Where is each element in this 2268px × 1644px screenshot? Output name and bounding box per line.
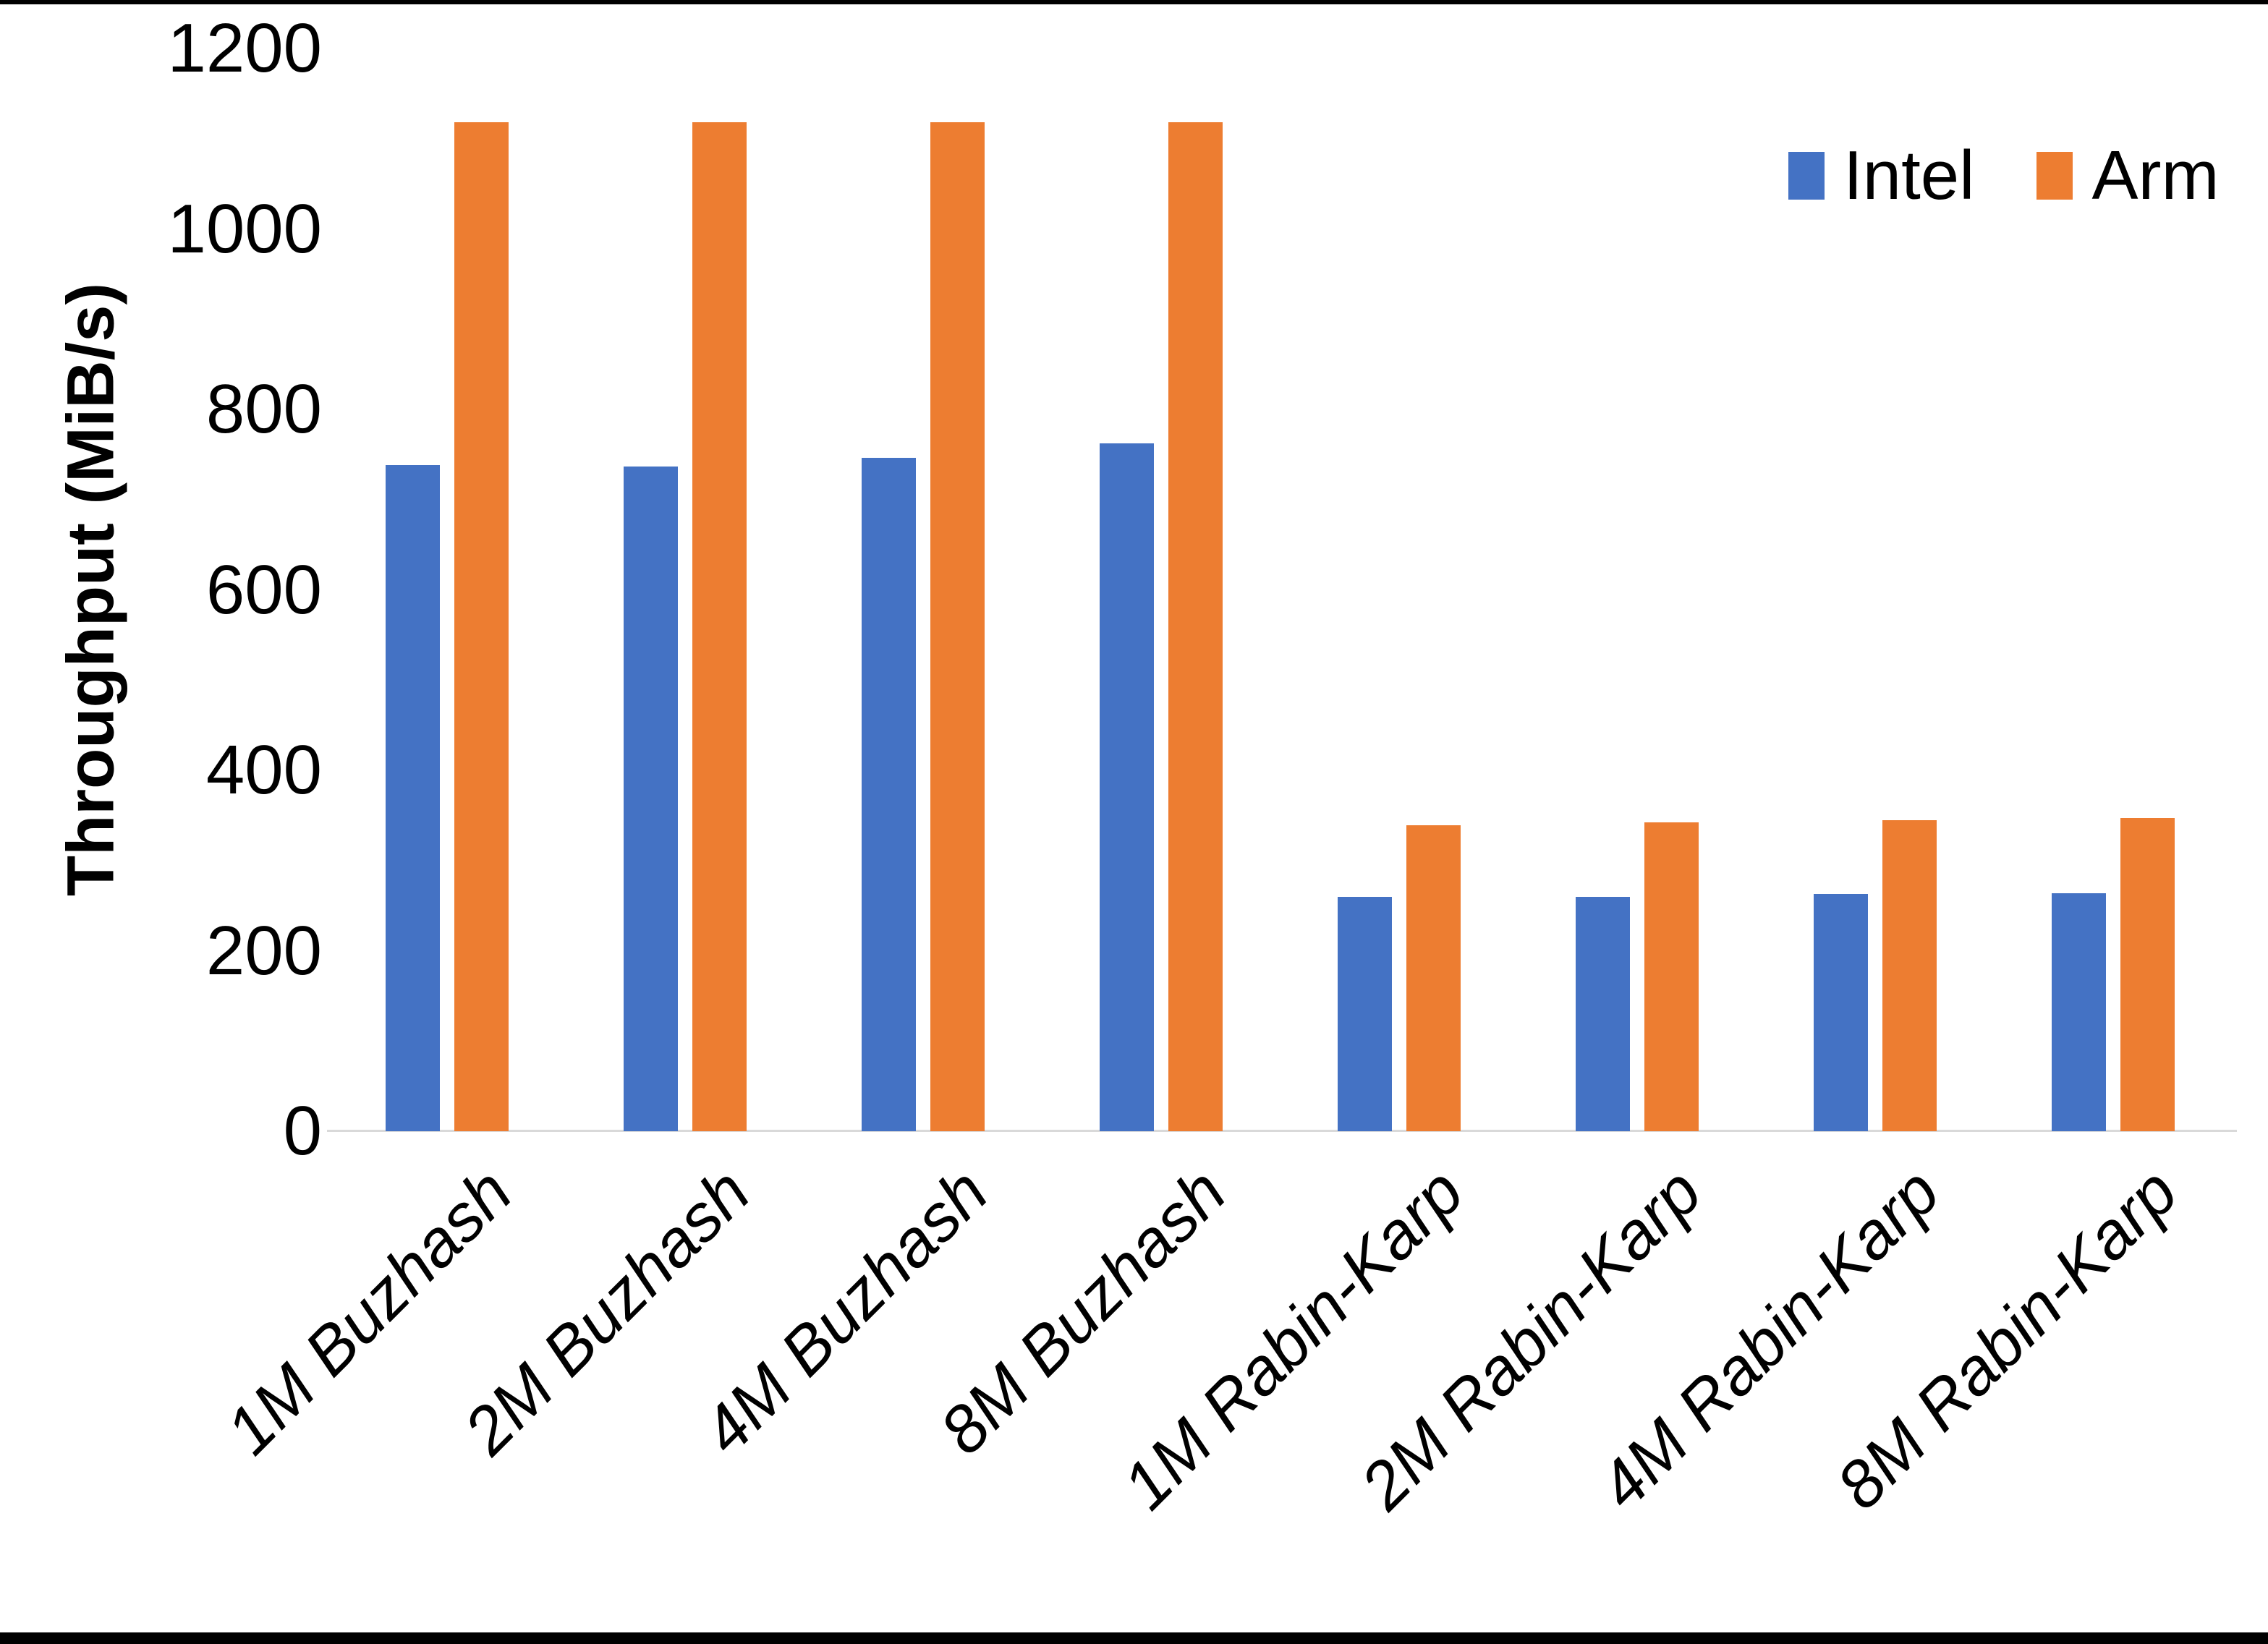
legend: Intel Arm — [1788, 140, 2219, 210]
legend-marker-arm — [2036, 151, 2073, 200]
y-tick-label-800: 800 — [205, 370, 322, 448]
bar-arm-8m-rabin-karp — [2120, 818, 2175, 1131]
bar-arm-1m-buzhash — [454, 122, 509, 1131]
bar-arm-8m-buzhash — [1168, 122, 1223, 1131]
y-tick-label-400: 400 — [205, 731, 322, 809]
bar-arm-4m-buzhash — [930, 122, 985, 1131]
y-tick-label-1000: 1000 — [167, 189, 322, 268]
legend-label-arm: Arm — [2091, 136, 2220, 214]
y-tick-label-200: 200 — [205, 911, 322, 989]
bar-intel-4m-rabin-karp — [1814, 893, 1868, 1131]
bar-intel-2m-rabin-karp — [1576, 896, 1630, 1131]
bar-intel-4m-buzhash — [862, 458, 916, 1131]
bar-intel-8m-buzhash — [1100, 443, 1154, 1131]
bar-arm-4m-rabin-karp — [1882, 819, 1937, 1131]
top-border-line — [0, 0, 2268, 4]
legend-item-arm: Arm — [2036, 136, 2220, 214]
x-axis-baseline — [327, 1130, 2237, 1132]
bar-intel-1m-rabin-karp — [1338, 896, 1392, 1131]
bar-arm-1m-rabin-karp — [1406, 825, 1461, 1131]
legend-marker-intel — [1788, 151, 1825, 200]
legend-label-intel: Intel — [1843, 136, 1975, 214]
bar-arm-2m-buzhash — [692, 122, 747, 1131]
y-tick-label-600: 600 — [205, 550, 322, 629]
bar-intel-1m-buzhash — [386, 465, 440, 1131]
bar-intel-2m-buzhash — [624, 466, 678, 1131]
y-tick-label-1200: 1200 — [167, 9, 322, 87]
bar-arm-2m-rabin-karp — [1644, 822, 1699, 1131]
bottom-border-line — [0, 1632, 2268, 1644]
y-tick-label-0: 0 — [283, 1092, 322, 1170]
bar-intel-8m-rabin-karp — [2052, 893, 2106, 1131]
legend-item-intel: Intel — [1788, 136, 1975, 214]
